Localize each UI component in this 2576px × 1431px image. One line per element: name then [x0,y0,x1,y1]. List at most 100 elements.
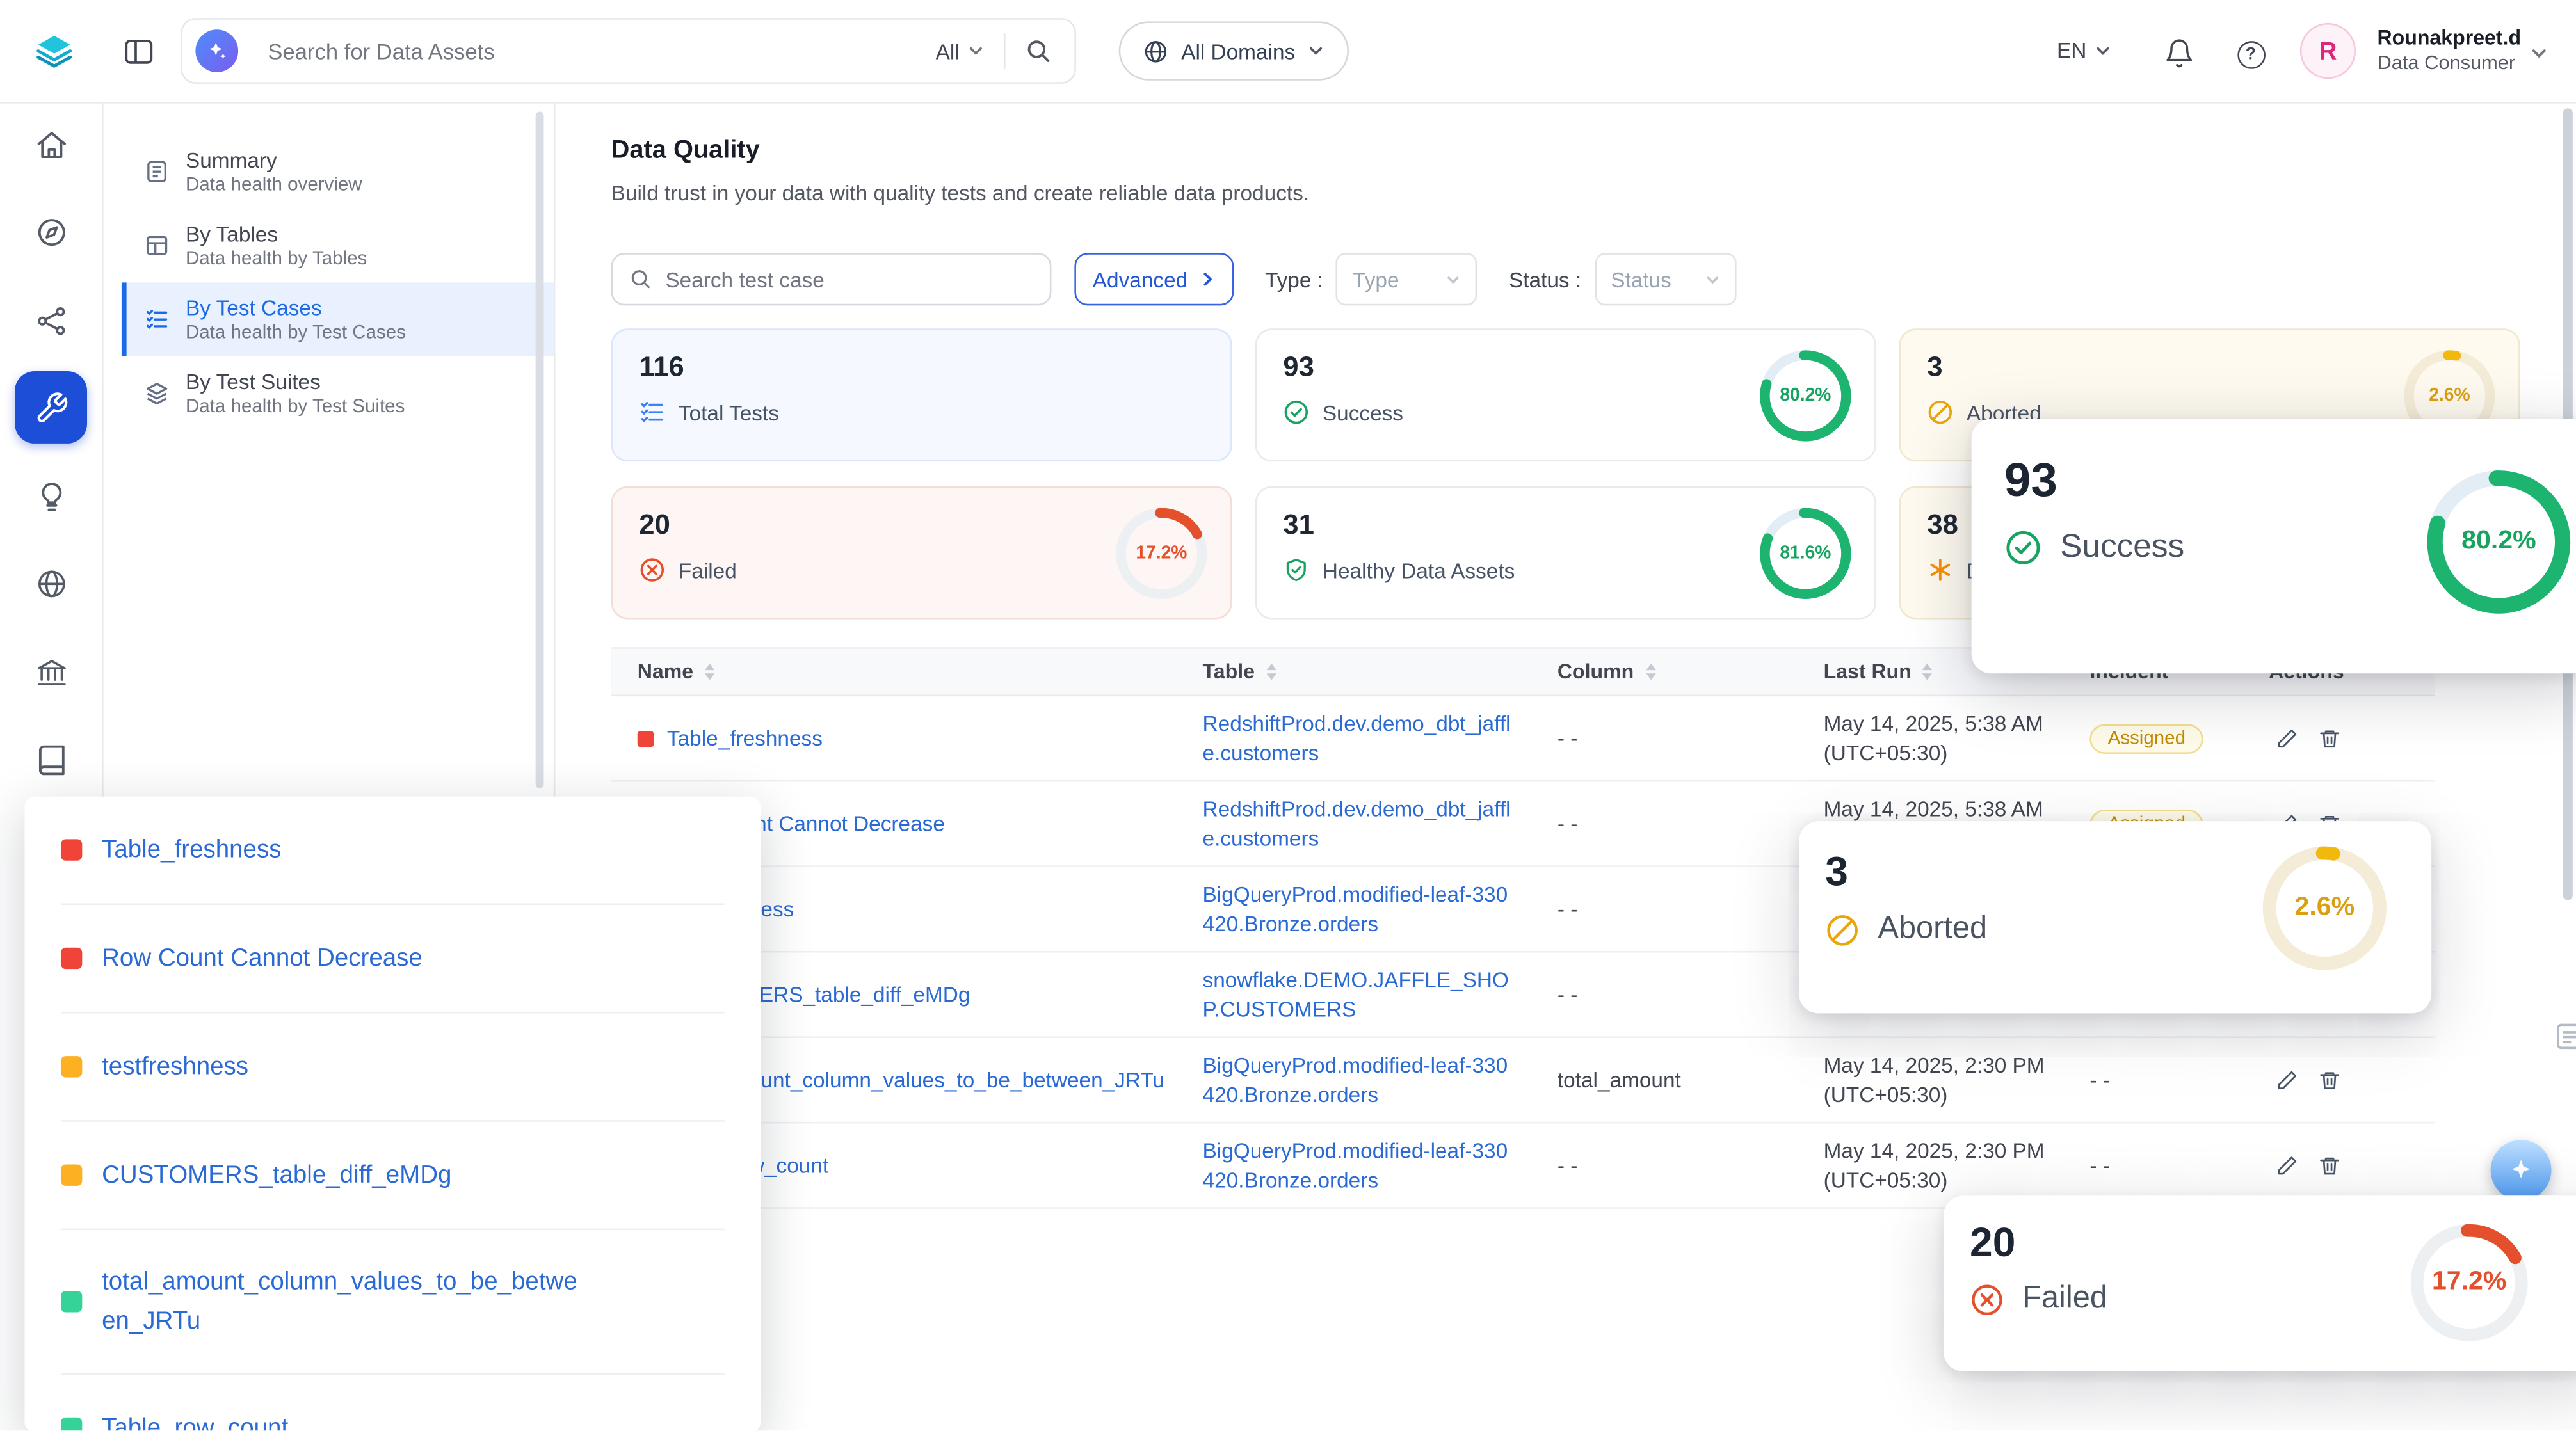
column-header-name[interactable]: Name [611,660,1203,684]
data-quality-nav-active[interactable] [15,371,88,444]
test-suites-icon [146,383,168,405]
test-case-search-input[interactable]: Search test case [611,253,1052,306]
table-row: CUSTOMERS_table_diff_eMDg snowflake.DEMO… [611,952,2435,1038]
all-domains-button[interactable]: All Domains [1118,21,1349,81]
assets-value: 38 [1927,509,1958,541]
last-run-cell: May 14, 2025, 2:30 PM (UTC+05:30) [1823,1051,2045,1107]
divider [1004,33,1006,69]
test-name-link[interactable]: Table_freshness [102,835,282,863]
column-header-table[interactable]: Table [1203,660,1558,684]
edit-icon[interactable] [2275,1154,2298,1177]
ai-sparkle-icon[interactable] [195,29,239,72]
filter-bar: Search test case Advanced Type : Type St… [611,253,1736,306]
test-name-link[interactable]: testfreshness [102,1051,249,1080]
column-cell: - - [1557,811,1578,836]
table-link[interactable]: BigQueryProd.modified-leaf-330420.Bronze… [1202,881,1508,936]
column-header-last-run[interactable]: Last Run [1824,660,2090,684]
column-cell: - - [1557,726,1578,751]
explore-compass-icon[interactable] [35,215,69,250]
status-square [60,1056,83,1078]
column-cell: - - [1557,982,1578,1007]
user-menu[interactable]: Rounakpreet.d Data Consumer [2377,26,2521,76]
side-widget-icon[interactable] [2556,1021,2576,1051]
asterisk-icon [1930,559,1951,581]
user-name: Rounakpreet.d [2377,26,2522,49]
top-bar: Search for Data Assets All All Domains E… [0,0,2576,104]
zoom-success-label: Success [2060,529,2185,565]
home-icon[interactable] [35,128,69,163]
type-filter-select[interactable]: Type [1336,253,1478,306]
glossary-book-icon[interactable] [35,742,69,777]
list-item: Table_freshness [60,797,725,906]
table-row: Table_freshness RedshiftProd.dev.demo_db… [611,696,2435,782]
user-role: Data Consumer [2377,51,2516,74]
chevron-down-icon [1448,276,1460,284]
column-header-column[interactable]: Column [1558,660,1824,684]
assistant-widget-button[interactable] [2490,1140,2552,1201]
edit-icon[interactable] [2275,1068,2298,1091]
notifications-bell-icon[interactable] [2161,35,2196,70]
edit-icon[interactable] [2275,727,2298,750]
stat-card-failed: 20 Failed 17.2% [611,486,1232,620]
search-scope-dropdown[interactable]: All [936,38,985,63]
status-square [60,839,83,861]
delete-icon[interactable] [2318,1068,2341,1091]
test-name-link[interactable]: CUSTOMERS_table_diff_eMDg [102,1160,452,1188]
wrench-icon [36,391,67,422]
failed-value: 20 [639,509,670,541]
delete-icon[interactable] [2318,727,2341,750]
avatar[interactable]: R [2299,22,2356,79]
lineage-nodes-icon[interactable] [35,304,69,339]
table-link[interactable]: BigQueryProd.modified-leaf-330420.Bronze… [1202,1137,1508,1192]
list-item: CUSTOMERS_table_diff_eMDg [60,1122,725,1231]
zoom-card-aborted: 3 Aborted 2.6% [1799,821,2432,1014]
x-circle-icon [1972,1284,2002,1315]
test-name-link[interactable]: Table_freshness [666,726,823,751]
sidebar-item-by-tables[interactable]: By Tables Data health by Tables [122,209,545,282]
advanced-filter-button[interactable]: Advanced [1074,253,1234,306]
list-item: Row Count Cannot Decrease [60,905,725,1014]
domains-globe-icon[interactable] [35,566,69,601]
sort-icon [1266,663,1276,680]
zoom-aborted-ring: 2.6% [2262,846,2387,971]
status-square [60,1291,83,1313]
user-menu-chevron-icon[interactable] [2530,44,2548,62]
x-circle-icon [640,558,664,582]
sidebar-item-by-test-suites[interactable]: By Test Suites Data health by Test Suites [122,356,545,430]
incident-status-badge[interactable]: Assigned [2089,723,2204,753]
test-name-link[interactable]: total_amount_column_values_to_be_between… [102,1267,577,1335]
status-filter-select[interactable]: Status [1594,253,1736,306]
sidebar-scrollbar[interactable] [535,111,544,788]
app-logo-icon[interactable] [33,29,76,72]
zoom-failed-ring: 17.2% [2410,1224,2529,1342]
table-link[interactable]: snowflake.DEMO.JAFFLE_SHOP.CUSTOMERS [1202,966,1509,1021]
status-square [60,1417,83,1431]
main-content: Data Quality Build trust in your data wi… [555,102,2576,1431]
search-icon[interactable] [1025,38,1051,64]
sidebar-toggle-icon[interactable] [123,36,154,67]
zoom-failed-value: 20 [1970,1220,2016,1267]
delete-icon[interactable] [2318,1154,2341,1177]
globe-icon [1145,40,1167,62]
help-icon[interactable]: ? [2233,36,2269,72]
insights-bulb-icon[interactable] [35,479,69,514]
incident-cell: - - [2089,1153,2110,1178]
status-square [637,730,654,747]
governance-bank-icon[interactable] [35,655,69,690]
checklist-icon [641,401,664,423]
chevron-down-icon [1706,276,1718,284]
list-item: Table_row_count [60,1375,725,1431]
sidebar-item-by-test-cases[interactable]: By Test Cases Data health by Test Cases [121,282,554,356]
table-link[interactable]: BigQueryProd.modified-leaf-330420.Bronze… [1202,1051,1508,1107]
table-link[interactable]: RedshiftProd.dev.demo_dbt_jaffle.custome… [1202,795,1511,851]
test-name-link[interactable]: Table_row_count [102,1413,289,1431]
test-name-link[interactable]: Row Count Cannot Decrease [102,943,423,971]
status-square [60,947,83,970]
page-subtitle: Build trust in your data with quality te… [611,180,1310,205]
table-link[interactable]: RedshiftProd.dev.demo_dbt_jaffle.custome… [1202,710,1511,765]
sidebar-item-summary[interactable]: Summary Data health overview [122,134,545,208]
global-search[interactable]: Search for Data Assets All [181,18,1076,84]
success-value: 93 [1283,351,1314,383]
language-dropdown[interactable]: EN [2057,38,2111,63]
